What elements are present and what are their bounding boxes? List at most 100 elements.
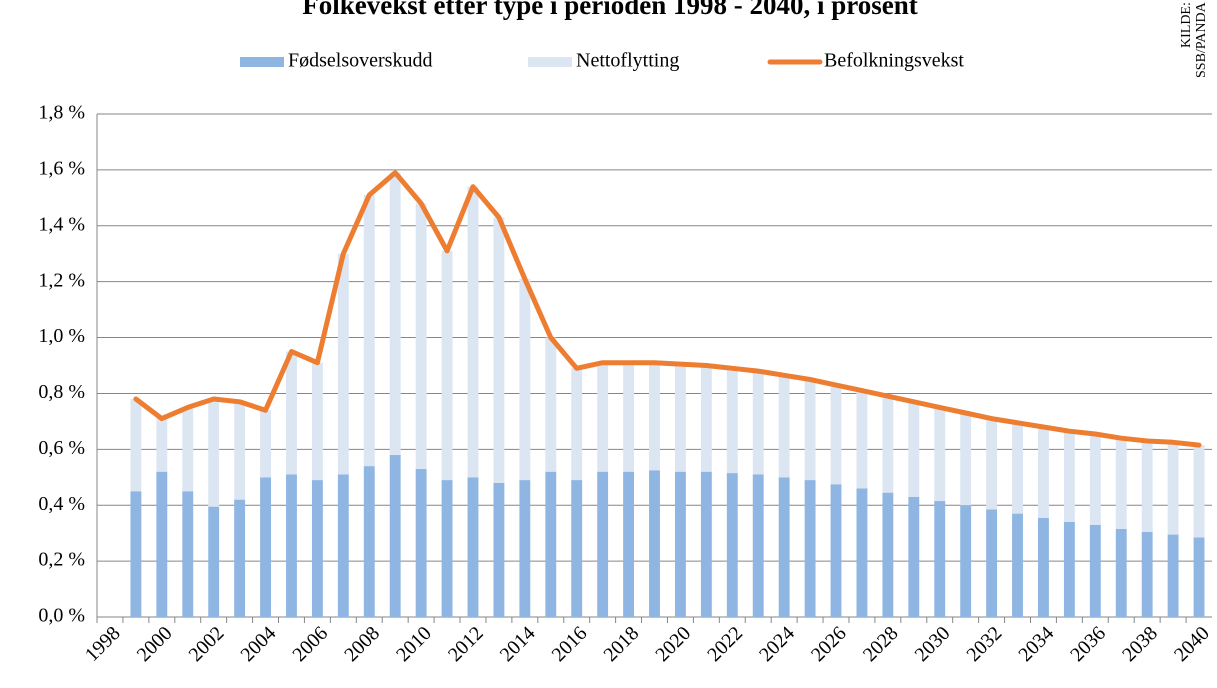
bar [623,471,635,617]
legend-label: Nettoflytting [576,50,679,72]
x-tick-label: 2020 [651,622,695,666]
bar [1012,422,1023,514]
bar [830,484,842,617]
x-tick-label: 2014 [496,622,540,666]
bar [415,203,427,469]
legend-label: Befolkningsvekst [824,50,964,72]
bar [908,401,920,497]
bar [908,496,920,617]
x-tick-label: 2038 [1118,622,1162,666]
legend-label: Fødselsoverskudd [288,50,432,72]
bar [571,480,583,617]
source: KILDE: SSB/PANDA [1179,2,1209,78]
bar [519,278,531,481]
bar [208,399,220,507]
bar [986,509,998,617]
x-tick-label: 2002 [185,622,229,666]
bar [674,471,686,617]
bar [182,407,194,492]
bar [934,407,946,502]
bar [778,375,790,478]
bar [1089,433,1101,525]
bar [156,471,168,617]
y-tick-label: 1,6 % [38,157,85,179]
x-tick-label: 2018 [600,622,644,666]
x-tick-label: 2008 [340,622,384,666]
legend-swatch [528,57,572,67]
legend-swatch [240,57,284,67]
bar [649,362,660,471]
bar [1038,426,1049,518]
bar [856,488,868,617]
bar [286,351,297,475]
y-tick-label: 1,0 % [38,325,85,347]
bar [389,454,401,617]
bar [415,468,427,617]
bar [700,365,712,472]
bar [234,499,246,617]
x-tick-label: 2026 [807,622,851,666]
bar [389,172,401,455]
bar [286,474,297,617]
y-tick-label: 0,6 % [38,437,85,459]
x-tick-label: 2040 [1170,622,1214,666]
x-tick-label: 2016 [548,622,592,666]
y-tick-label: 0,0 % [38,605,85,627]
x-tick-label: 2032 [963,622,1007,666]
bar [130,491,142,617]
bar [830,385,842,485]
bar [1089,524,1101,617]
bar [130,399,142,492]
bar [804,379,816,481]
x-tick-label: 2030 [911,622,955,666]
bar [597,362,609,472]
bar [1193,537,1205,617]
bar [960,413,972,506]
bar [1012,513,1023,617]
bar [700,471,712,617]
x-tick-label: 2022 [703,622,747,666]
x-tick-label: 2012 [444,622,488,666]
x-tick-label: 2036 [1066,622,1110,666]
bar [545,471,557,617]
bar [1063,521,1075,617]
x-tick-label: 1998 [81,622,125,666]
bar [804,480,816,617]
bar [363,466,375,617]
y-tick-label: 1,4 % [38,213,85,235]
bar [337,474,349,617]
line [133,170,1202,448]
bar [882,492,894,617]
y-tick-label: 1,8 % [38,102,85,124]
x-tick-label: 2006 [288,622,332,666]
bar [986,418,998,510]
bar [493,217,505,483]
bar [337,253,349,475]
bar [311,362,323,481]
bar [1038,517,1049,617]
bar [882,396,894,493]
bar [649,470,660,617]
bar [856,390,868,489]
bar [1141,531,1153,617]
x-tick-label: 2028 [859,622,903,666]
y-tick-label: 1,2 % [38,269,85,291]
x-tick-label: 2000 [133,622,177,666]
bar [156,418,168,472]
bar [726,473,738,617]
bar [752,474,764,617]
bar [934,501,946,617]
y-tick-label: 0,4 % [38,493,85,515]
bar [260,477,271,617]
bar [1167,442,1179,535]
bar [363,195,375,467]
bar [1193,445,1205,538]
bar [623,362,635,472]
x-tick-label: 2010 [392,622,436,666]
bar [960,505,972,617]
bar [1063,431,1075,522]
bar [597,471,609,617]
bar [311,480,323,617]
